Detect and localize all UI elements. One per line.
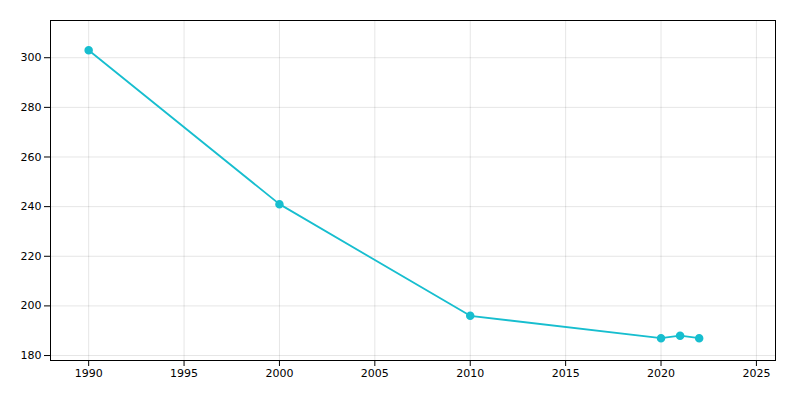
svg-text:1995: 1995: [170, 367, 198, 380]
svg-text:2000: 2000: [265, 367, 293, 380]
svg-text:300: 300: [21, 51, 42, 64]
svg-text:2025: 2025: [742, 367, 770, 380]
svg-text:2015: 2015: [552, 367, 580, 380]
svg-text:220: 220: [21, 250, 42, 263]
svg-text:200: 200: [21, 299, 42, 312]
svg-text:280: 280: [21, 101, 42, 114]
svg-text:260: 260: [21, 151, 42, 164]
svg-text:2010: 2010: [456, 367, 484, 380]
svg-text:2005: 2005: [361, 367, 389, 380]
svg-text:180: 180: [21, 349, 42, 362]
svg-text:1990: 1990: [75, 367, 103, 380]
svg-text:240: 240: [21, 200, 42, 213]
svg-text:2020: 2020: [647, 367, 675, 380]
